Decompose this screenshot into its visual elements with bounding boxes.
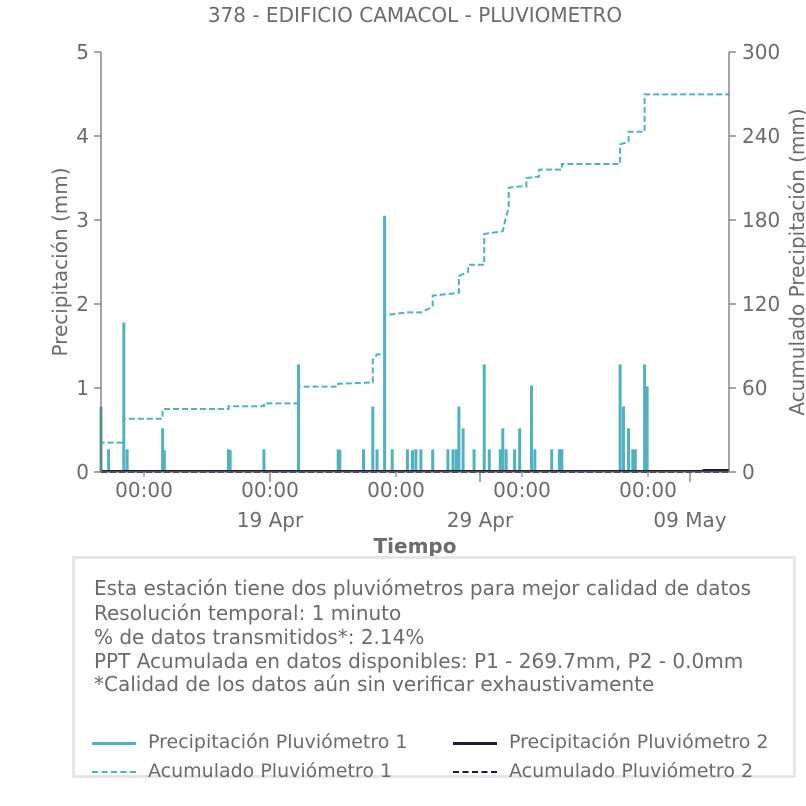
- y-tick-label-4: 4: [76, 124, 89, 148]
- y-tick-label-0: 0: [76, 460, 89, 484]
- chart-title: 378 - EDIFICIO CAMACOL - PLUVIOMETRO: [208, 3, 622, 27]
- x-minor-tick-label-2: 00:00: [367, 478, 425, 502]
- legend-swatch-p1-accum: [92, 771, 136, 773]
- series-layer: [99, 93, 729, 473]
- x-major-tick-label-0: 19 Apr: [237, 508, 304, 532]
- info-line-dual-gauge: Esta estación tiene dos pluviómetros par…: [94, 576, 752, 600]
- y2-tick-label-0: 0: [742, 460, 755, 484]
- legend-label-p1-accum: Acumulado Pluviómetro 1: [148, 760, 393, 782]
- legend-label-p2-accum: Acumulado Pluviómetro 2: [509, 760, 754, 782]
- legend-label-p1-precip: Precipitación Pluviómetro 1: [148, 731, 408, 753]
- x-axis-label: Tiempo: [374, 534, 457, 556]
- series-3-line: [100, 93, 729, 472]
- y2-axis-label: Acumulado Precipitación (mm): [785, 108, 806, 415]
- y-tick-label-3: 3: [76, 208, 89, 232]
- x-minor-tick-label-4: 00:00: [619, 478, 677, 502]
- y-axis-label: Precipitación (mm): [48, 167, 72, 356]
- series-3: [100, 93, 729, 472]
- y2-tick-label-2: 120: [742, 292, 780, 316]
- y2-tick-label-4: 240: [742, 124, 780, 148]
- legend-swatch-p2-accum: [453, 771, 497, 773]
- rainfall-chart: 378 - EDIFICIO CAMACOL - PLUVIOMETRO 012…: [48, 3, 806, 556]
- y-tick-label-1: 1: [76, 376, 89, 400]
- y2-tick-label-5: 300: [742, 40, 780, 64]
- series-1: [99, 215, 729, 472]
- legend-swatch-p2-precip: [453, 742, 497, 745]
- info-line-transmitted: % de datos transmitidos*: 2.14%: [94, 625, 425, 649]
- axes-layer: 0 1 2 3 4 5 0 60 120 180 240 300 00:00 00:00 00:00 00:0…: [76, 40, 780, 532]
- x-minor-tick-label-3: 00:00: [493, 478, 551, 502]
- y2-tick-label-1: 60: [742, 376, 767, 400]
- x-major-tick-label-2: 09 May: [653, 508, 726, 532]
- y-tick-label-5: 5: [76, 40, 89, 64]
- legend-swatch-p1-precip: [92, 742, 136, 745]
- info-legend-box: Esta estación tiene dos pluviómetros par…: [72, 556, 796, 782]
- info-line-accumulated: PPT Acumulada en datos disponibles: P1 -…: [94, 649, 744, 673]
- x-minor-tick-label-0: 00:00: [115, 478, 173, 502]
- x-major-tick-label-1: 29 Apr: [447, 508, 514, 532]
- info-line-quality-note: *Calidad de los datos aún sin verificar …: [94, 672, 655, 696]
- y2-tick-label-3: 180: [742, 208, 780, 232]
- legend-label-p2-precip: Precipitación Pluviómetro 2: [509, 731, 769, 753]
- y-tick-label-2: 2: [76, 292, 89, 316]
- info-line-resolution: Resolución temporal: 1 minuto: [94, 601, 402, 625]
